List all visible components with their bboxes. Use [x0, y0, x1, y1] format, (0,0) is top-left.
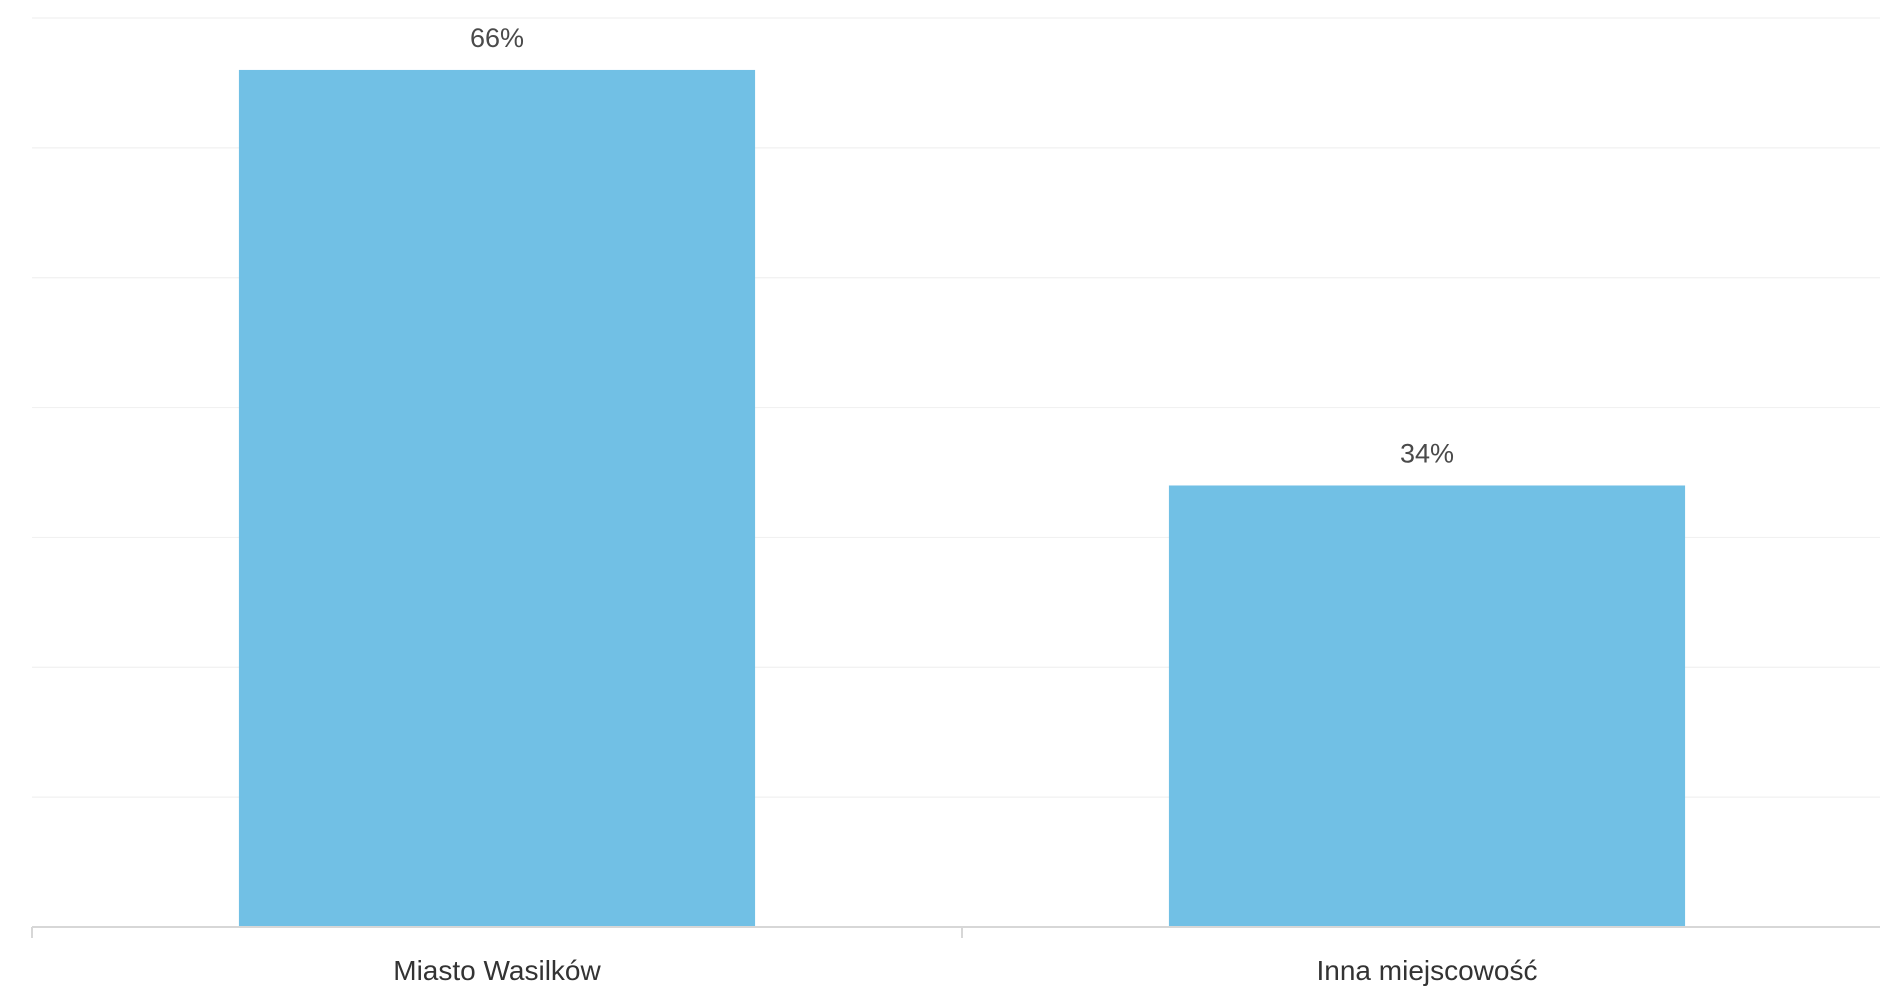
bars [238, 69, 1686, 927]
x-axis-ticks [31, 927, 963, 938]
data-label: 34% [1400, 438, 1454, 468]
category-labels: Miasto Wasilków Inna miejscowość [393, 955, 1537, 986]
bar [1168, 485, 1686, 927]
value-labels: 66% 34% [470, 23, 1454, 469]
category-label: Miasto Wasilków [393, 955, 601, 986]
bar [238, 69, 756, 927]
data-label: 66% [470, 23, 524, 53]
category-label: Inna miejscowość [1317, 955, 1538, 986]
